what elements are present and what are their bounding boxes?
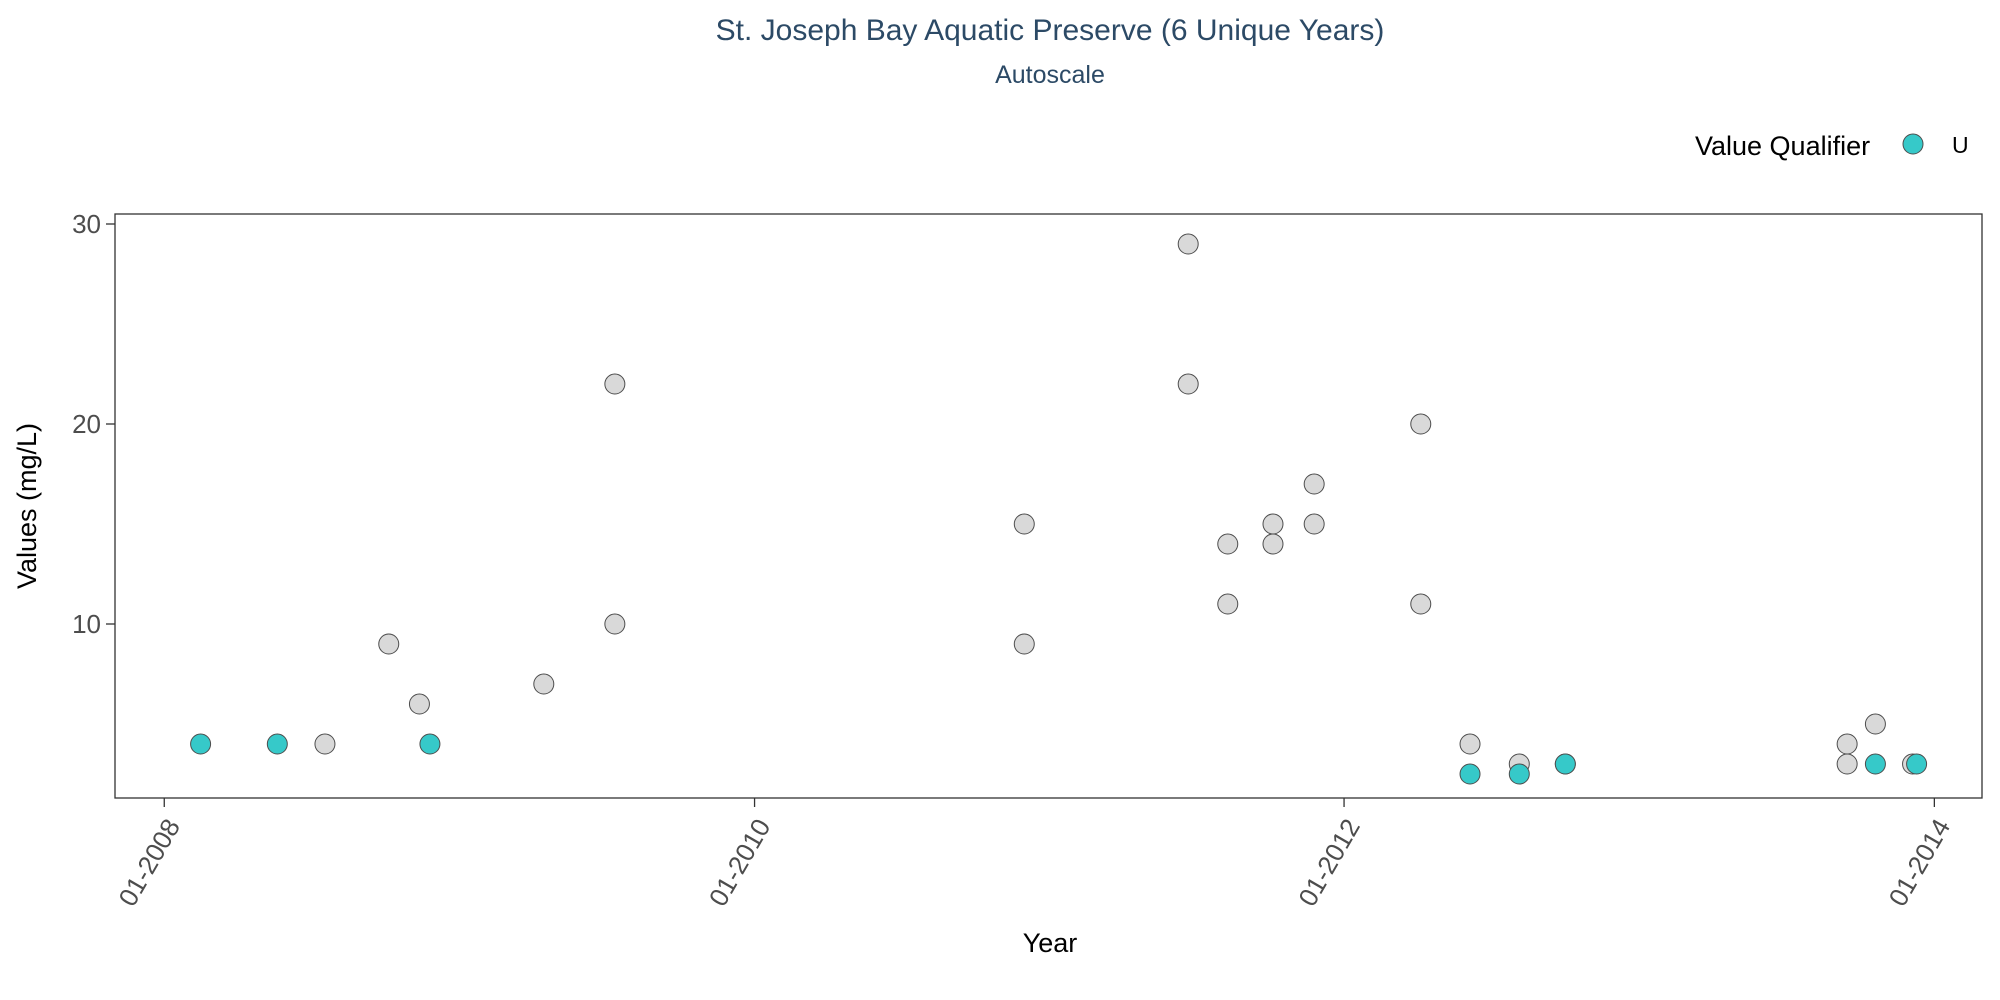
- x-tick-label: 01-2008: [112, 814, 186, 912]
- data-point: [1217, 593, 1239, 615]
- data-point-qualified: [1459, 763, 1481, 785]
- y-tick-label: 10: [72, 609, 101, 639]
- y-axis: 10 20 30: [72, 209, 115, 639]
- legend: Value Qualifier U: [1695, 131, 1969, 161]
- legend-marker-u: [1902, 133, 1924, 155]
- x-axis: 01-2008 01-2010 01-2012 01-2014: [112, 798, 1956, 911]
- data-point: [1013, 513, 1035, 535]
- data-point: [1836, 733, 1858, 755]
- data-point-qualified: [190, 733, 212, 755]
- data-point: [1410, 413, 1432, 435]
- data-point: [1262, 513, 1284, 535]
- data-point: [1459, 733, 1481, 755]
- y-tick-label: 20: [72, 409, 101, 439]
- data-point: [378, 633, 400, 655]
- data-point: [1410, 593, 1432, 615]
- legend-title: Value Qualifier: [1695, 131, 1870, 161]
- chart-subtitle: Autoscale: [995, 61, 1105, 89]
- data-point: [604, 613, 626, 635]
- data-point-qualified: [266, 733, 288, 755]
- data-point-qualified: [1508, 763, 1530, 785]
- y-axis-title: Values (mg/L): [12, 423, 42, 589]
- plot-panel: [114, 213, 1983, 799]
- data-point: [314, 733, 336, 755]
- data-point-qualified: [1906, 753, 1928, 775]
- data-point: [1217, 533, 1239, 555]
- x-tick-label: 01-2014: [1882, 814, 1956, 912]
- y-tick-label: 30: [72, 209, 101, 239]
- data-point: [408, 693, 430, 715]
- data-point: [1177, 233, 1199, 255]
- x-tick-label: 01-2010: [703, 814, 777, 912]
- data-point: [1013, 633, 1035, 655]
- x-tick-label: 01-2012: [1292, 814, 1366, 912]
- legend-label-u: U: [1952, 132, 1969, 158]
- data-point: [1864, 713, 1886, 735]
- data-point: [1303, 513, 1325, 535]
- data-point: [604, 373, 626, 395]
- data-point-qualified: [1864, 753, 1886, 775]
- x-axis-title: Year: [1023, 928, 1078, 958]
- data-point: [533, 673, 555, 695]
- data-point: [1177, 373, 1199, 395]
- chart-title: St. Joseph Bay Aquatic Preserve (6 Uniqu…: [716, 14, 1385, 47]
- data-point: [1303, 473, 1325, 495]
- data-point-qualified: [419, 733, 441, 755]
- data-point: [1836, 753, 1858, 775]
- data-point: [1262, 533, 1284, 555]
- data-points: [190, 233, 1928, 785]
- data-point-qualified: [1554, 753, 1576, 775]
